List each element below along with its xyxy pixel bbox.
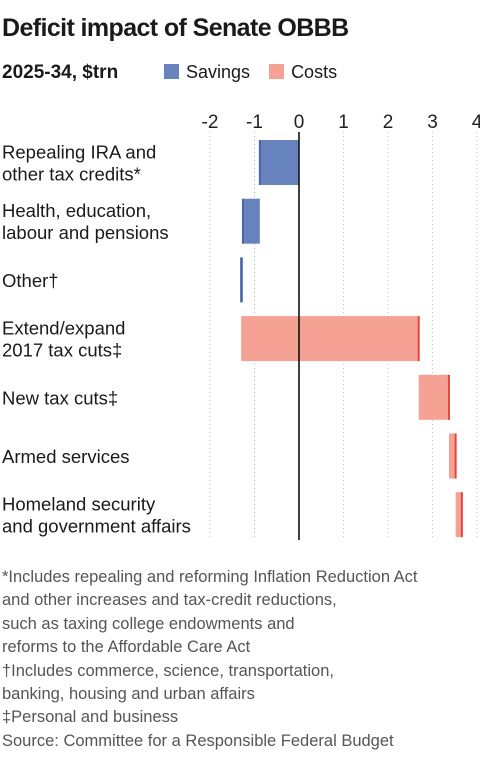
- legend-label-savings: Savings: [186, 62, 251, 82]
- category-label: Other†: [2, 270, 59, 291]
- legend-item-savings: Savings: [164, 62, 250, 83]
- footnote-line: reforms to the Affordable Care Act: [2, 638, 251, 657]
- source-note: Source: Committee for a Responsible Fede…: [2, 731, 394, 750]
- x-tick-label: 3: [427, 112, 438, 133]
- x-tick-label: 1: [338, 112, 349, 133]
- bar: [242, 198, 260, 244]
- footnote-line: and other increases and tax-credit reduc…: [2, 591, 337, 610]
- chart-title: Deficit impact of Senate OBBB: [2, 14, 349, 42]
- footnote-line: ‡Personal and business: [2, 708, 179, 727]
- legend-label-costs: Costs: [291, 62, 338, 82]
- legend-swatch-savings: [164, 64, 179, 79]
- category-label: Health, education,: [2, 200, 151, 221]
- legend-swatch-costs: [269, 64, 285, 79]
- x-tick-label: -2: [202, 112, 219, 133]
- category-label: Repealing IRA and: [2, 142, 156, 163]
- category-label: New tax cuts‡: [2, 387, 118, 408]
- legend-item-costs: Costs: [269, 62, 337, 83]
- category-label: Armed services: [2, 446, 129, 467]
- legend: Savings Costs: [164, 62, 351, 83]
- x-tick-label: -1: [246, 112, 263, 133]
- footnote-line: †Includes commerce, science, transportat…: [2, 661, 334, 680]
- category-label: other tax credits*: [2, 164, 141, 185]
- bar: [241, 316, 419, 362]
- footnote-line: banking, housing and urban affairs: [2, 685, 255, 704]
- footnote-line: *Includes repealing and reforming Inflat…: [2, 568, 418, 586]
- x-tick-label: 0: [294, 112, 305, 133]
- chart-subtitle: 2025-34, $trn: [2, 62, 119, 83]
- footnote-line: such as taxing college endowments and: [2, 614, 295, 633]
- x-tick-label: 4: [472, 112, 480, 133]
- bar: [455, 492, 462, 538]
- category-label: Extend/expand: [2, 318, 125, 339]
- category-label: labour and pensions: [2, 222, 169, 243]
- category-label: Homeland security: [2, 494, 156, 515]
- x-tick-label: 2: [383, 112, 394, 133]
- category-label: and government affairs: [2, 516, 191, 537]
- category-label: 2017 tax cuts‡: [2, 340, 122, 361]
- bar: [418, 374, 449, 420]
- bar: [448, 433, 456, 479]
- footnotes: *Includes repealing and reforming Inflat…: [2, 566, 478, 753]
- bar: [259, 140, 299, 185]
